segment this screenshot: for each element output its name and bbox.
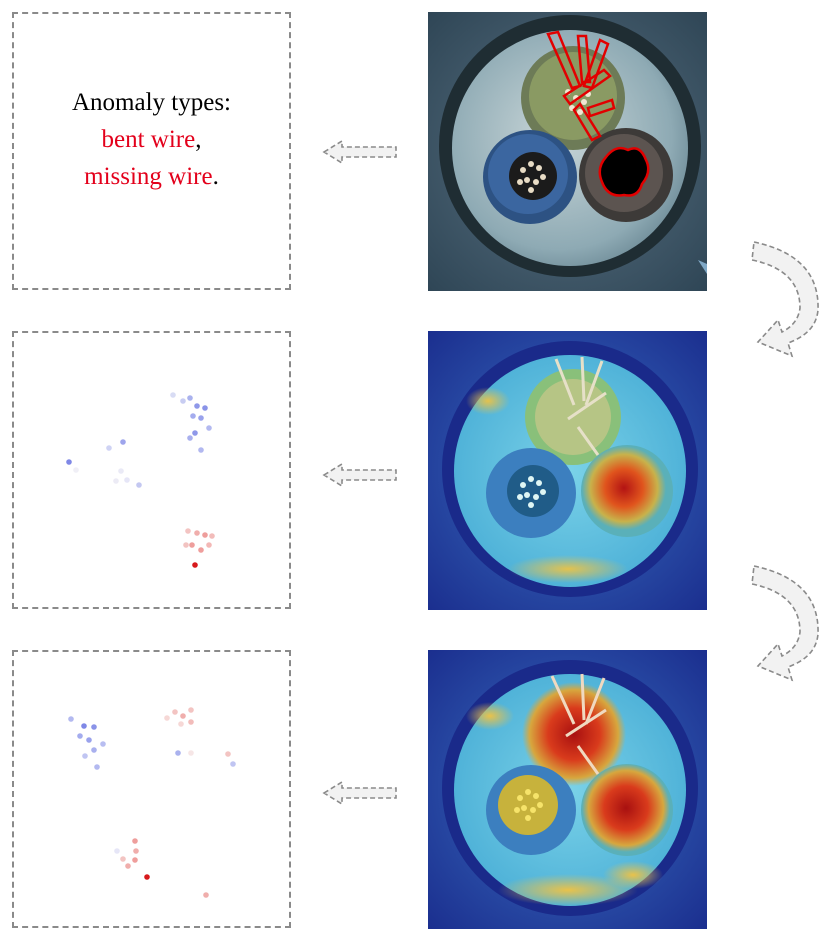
scatter-point <box>124 477 130 483</box>
scatter-point <box>91 724 97 730</box>
scatter-point <box>133 848 139 854</box>
scatter-point <box>132 857 138 863</box>
scatter-point <box>187 395 193 401</box>
scatter-point <box>180 713 186 719</box>
anomaly-types-box: Anomaly types: bent wire, missing wire. <box>12 12 291 290</box>
anomaly-types-text: Anomaly types: bent wire, missing wire. <box>14 84 289 195</box>
scatter-point <box>188 719 194 725</box>
scatter-point <box>100 741 106 747</box>
anomaly-type-missing-wire: missing wire <box>84 163 213 190</box>
scatter-point <box>73 467 79 473</box>
scatter-point <box>194 530 200 536</box>
scatter-point <box>202 405 208 411</box>
scatter-point <box>198 415 204 421</box>
dashed-curved-arrow-icon <box>751 565 819 682</box>
scatter-point <box>178 721 184 727</box>
scatter-point <box>206 425 212 431</box>
cable-heatmap-2 <box>428 650 707 929</box>
scatter-point <box>94 764 100 770</box>
scatter-point <box>190 413 196 419</box>
feature-scatter-box-2 <box>12 650 291 928</box>
scatter-point <box>82 753 88 759</box>
scatter-point <box>132 838 138 844</box>
scatter-point <box>188 750 194 756</box>
dashed-left-arrow-icon <box>322 780 397 806</box>
scatter-point <box>209 533 215 539</box>
scatter-point <box>114 848 120 854</box>
scatter-point <box>68 716 74 722</box>
scatter-point <box>225 751 231 757</box>
scatter-point <box>198 447 204 453</box>
scatter-point <box>106 445 112 451</box>
scatter-point <box>203 892 209 898</box>
scatter-point <box>164 715 170 721</box>
cable-image-annotated <box>428 12 707 291</box>
scatter-point <box>170 392 176 398</box>
scatter-point <box>192 562 198 568</box>
scatter-point <box>187 435 193 441</box>
scatter-point <box>175 750 181 756</box>
scatter-point <box>188 707 194 713</box>
anomaly-terminator: . <box>212 163 219 190</box>
scatter-point <box>194 403 200 409</box>
dashed-left-arrow-icon <box>322 462 397 488</box>
scatter-point <box>144 874 150 880</box>
scatter-point <box>183 542 189 548</box>
scatter-point <box>189 542 195 548</box>
scatter-point <box>206 542 212 548</box>
scatter-point <box>192 430 198 436</box>
dashed-curved-arrow-icon <box>751 241 819 358</box>
scatter-point <box>136 482 142 488</box>
scatter-point <box>180 398 186 404</box>
dashed-left-arrow-icon <box>322 139 397 165</box>
anomaly-separator: , <box>195 126 202 153</box>
scatter-point <box>120 856 126 862</box>
scatter-point <box>81 723 87 729</box>
scatter-point <box>120 439 126 445</box>
scatter-point <box>185 528 191 534</box>
scatter-point <box>118 468 124 474</box>
scatter-point <box>230 761 236 767</box>
scatter-point <box>77 733 83 739</box>
scatter-point <box>86 737 92 743</box>
scatter-point <box>202 532 208 538</box>
cable-heatmap-1 <box>428 331 707 610</box>
anomaly-type-bent-wire: bent wire <box>101 126 196 153</box>
feature-scatter-box-1 <box>12 331 291 609</box>
scatter-point <box>66 459 72 465</box>
scatter-point <box>172 709 178 715</box>
anomaly-heading: Anomaly types: <box>71 89 231 116</box>
scatter-point <box>113 478 119 484</box>
scatter-point <box>125 863 131 869</box>
scatter-point <box>198 547 204 553</box>
scatter-point <box>91 747 97 753</box>
